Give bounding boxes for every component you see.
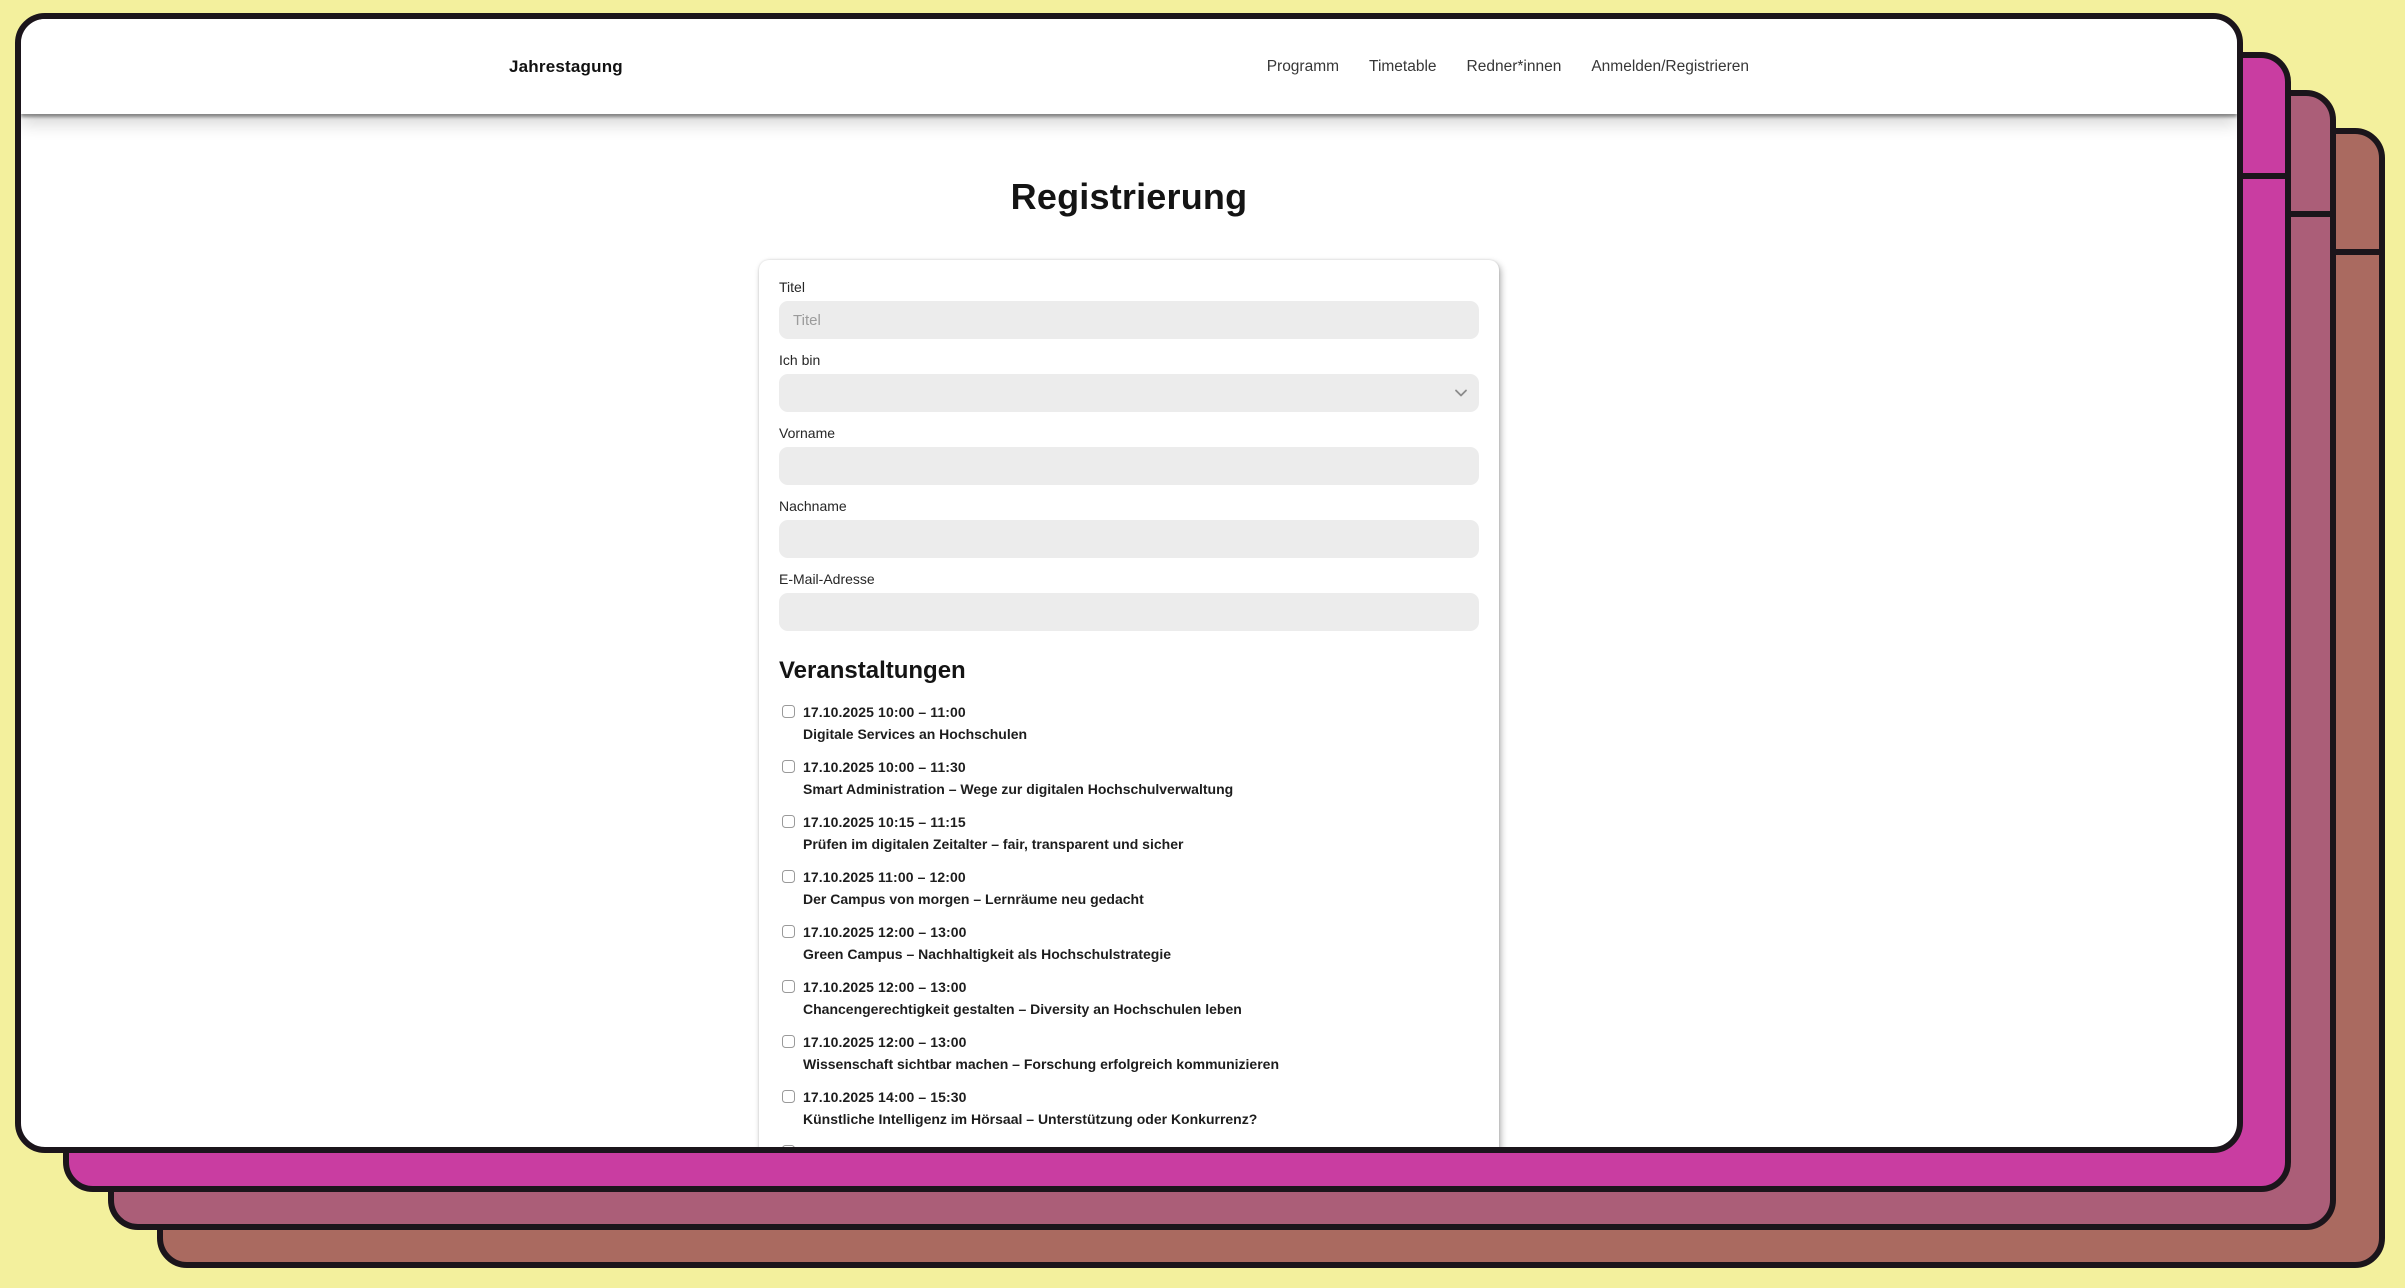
event-checkbox-6[interactable] (782, 980, 795, 993)
nachname-label: Nachname (779, 498, 847, 514)
nav-item-programm[interactable]: Programm (1266, 57, 1340, 75)
email-label: E-Mail-Adresse (779, 571, 875, 587)
event-title: Wissenschaft sichtbar machen – Forschung… (803, 1056, 1279, 1072)
field-group-nachname: Nachname (779, 498, 1479, 558)
event-title: Green Campus – Nachhaltigkeit als Hochsc… (803, 946, 1172, 962)
ich-bin-select[interactable] (779, 374, 1479, 412)
brand-logo[interactable]: Jahrestagung (509, 56, 623, 76)
event-checkbox-7[interactable] (782, 1035, 795, 1048)
event-text: 17.10.2025 10:15 – 11:15 Prüfen im digit… (803, 813, 1183, 853)
event-checkbox-4[interactable] (782, 870, 795, 883)
email-input[interactable] (779, 593, 1479, 631)
event-checkbox-9[interactable] (782, 1145, 795, 1147)
event-option-1[interactable]: 17.10.2025 10:00 – 11:00 Digitale Servic… (782, 703, 1479, 743)
event-text: 17.10.2025 12:00 – 13:00 Wissenschaft si… (803, 1033, 1279, 1073)
page-card: Jahrestagung Programm Timetable Redner*i… (15, 13, 2243, 1153)
field-group-email: E-Mail-Adresse (779, 571, 1479, 631)
event-title: Smart Administration – Wege zur digitale… (803, 781, 1234, 797)
nav-container: Jahrestagung Programm Timetable Redner*i… (509, 19, 1749, 114)
ich-bin-select-wrap (779, 374, 1479, 412)
event-checkbox-5[interactable] (782, 925, 795, 938)
event-text: 17.10.2025 10:00 – 11:30 Smart Administr… (803, 758, 1233, 798)
ich-bin-label: Ich bin (779, 352, 821, 368)
field-group-vorname: Vorname (779, 425, 1479, 485)
event-datetime: 17.10.2025 14:00 – 15:30 (803, 1089, 967, 1105)
event-datetime: 17.10.2025 11:00 – 12:00 (803, 869, 966, 885)
event-datetime: 17.10.2025 10:00 – 11:00 (803, 704, 966, 720)
event-datetime: 17.10.2025 14:00 – 15:00 (803, 1144, 967, 1153)
field-group-ich-bin: Ich bin (779, 352, 1479, 412)
page-title: Registrierung (1010, 176, 1248, 217)
nav-item-anmelden-registrieren[interactable]: Anmelden/Registrieren (1591, 57, 1749, 75)
event-checkbox-2[interactable] (782, 760, 795, 773)
event-text: 17.10.2025 14:00 – 15:00 (803, 1143, 967, 1153)
event-option-5[interactable]: 17.10.2025 12:00 – 13:00 Green Campus – … (782, 923, 1479, 963)
events-heading: Veranstaltungen (779, 657, 966, 684)
event-text: 17.10.2025 11:00 – 12:00 Der Campus von … (803, 868, 1144, 908)
event-datetime: 17.10.2025 10:15 – 11:15 (803, 814, 966, 830)
event-option-6[interactable]: 17.10.2025 12:00 – 13:00 Chancengerechti… (782, 978, 1479, 1018)
titel-label: Titel (779, 279, 805, 295)
event-title: Chancengerechtigkeit gestalten – Diversi… (803, 1001, 1242, 1017)
event-text: 17.10.2025 12:00 – 13:00 Chancengerechti… (803, 978, 1242, 1018)
titel-input[interactable] (779, 301, 1479, 339)
event-datetime: 17.10.2025 12:00 – 13:00 (803, 1034, 967, 1050)
nav-item-timetable[interactable]: Timetable (1369, 57, 1437, 75)
nav-links: Programm Timetable Redner*innen Anmelden… (1267, 58, 1749, 76)
event-datetime: 17.10.2025 10:00 – 11:30 (803, 759, 966, 775)
vorname-input[interactable] (779, 447, 1479, 485)
event-text: 17.10.2025 12:00 – 13:00 Green Campus – … (803, 923, 1171, 963)
nachname-input[interactable] (779, 520, 1479, 558)
vorname-label: Vorname (779, 425, 836, 441)
event-option-4[interactable]: 17.10.2025 11:00 – 12:00 Der Campus von … (782, 868, 1479, 908)
navbar: Jahrestagung Programm Timetable Redner*i… (21, 19, 2237, 114)
event-checkbox-1[interactable] (782, 705, 795, 718)
event-title: Digitale Services an Hochschulen (803, 726, 1028, 742)
event-text: 17.10.2025 14:00 – 15:30 Künstliche Inte… (803, 1088, 1257, 1128)
field-group-titel: Titel (779, 279, 1479, 339)
event-option-8[interactable]: 17.10.2025 14:00 – 15:30 Künstliche Inte… (782, 1088, 1479, 1128)
event-checkbox-8[interactable] (782, 1090, 795, 1103)
event-datetime: 17.10.2025 12:00 – 13:00 (803, 979, 967, 995)
event-option-3[interactable]: 17.10.2025 10:15 – 11:15 Prüfen im digit… (782, 813, 1479, 853)
registration-form: Titel Ich bin Vorname Nachname (759, 260, 1499, 1153)
event-checkbox-3[interactable] (782, 815, 795, 828)
event-text: 17.10.2025 10:00 – 11:00 Digitale Servic… (803, 703, 1027, 743)
event-title: Der Campus von morgen – Lernräume neu ge… (803, 891, 1144, 907)
event-option-9[interactable]: 17.10.2025 14:00 – 15:00 (782, 1143, 1479, 1153)
event-option-2[interactable]: 17.10.2025 10:00 – 11:30 Smart Administr… (782, 758, 1479, 798)
event-title: Künstliche Intelligenz im Hörsaal – Unte… (803, 1111, 1258, 1127)
nav-item-rednerinnen[interactable]: Redner*innen (1466, 57, 1562, 75)
event-title: Prüfen im digitalen Zeitalter – fair, tr… (803, 836, 1184, 852)
event-option-7[interactable]: 17.10.2025 12:00 – 13:00 Wissenschaft si… (782, 1033, 1479, 1073)
event-datetime: 17.10.2025 12:00 – 13:00 (803, 924, 967, 940)
